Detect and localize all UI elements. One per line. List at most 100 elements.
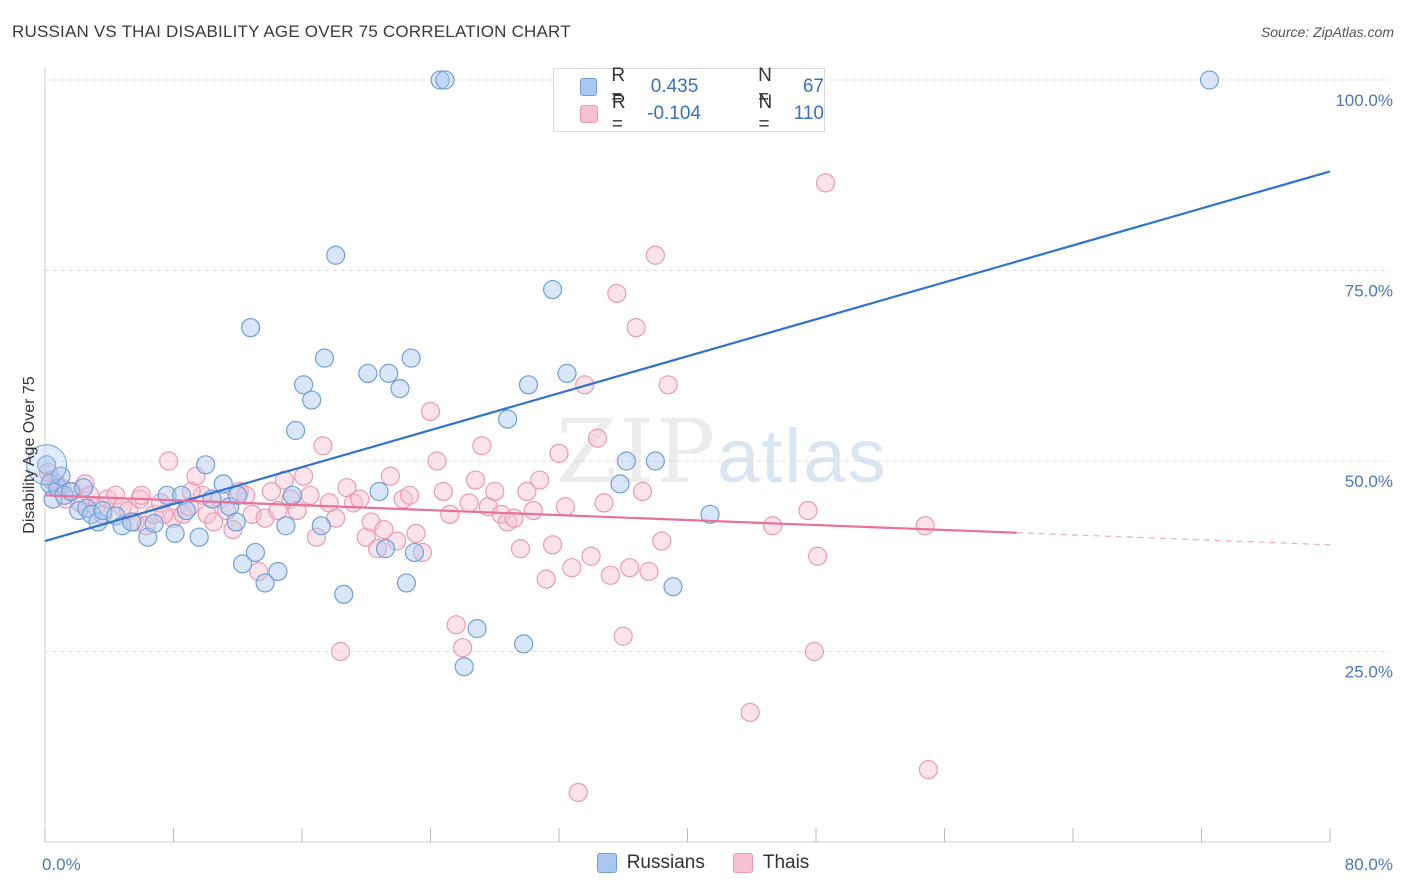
- data-point: [330, 641, 351, 662]
- data-point: [374, 519, 394, 540]
- data-point: [93, 500, 113, 521]
- data-point: [165, 523, 185, 543]
- data-point: [369, 481, 389, 502]
- data-point: [763, 516, 783, 536]
- trend-lines: [44, 170, 1331, 546]
- data-point: [420, 401, 441, 422]
- data-point: [358, 363, 378, 383]
- data-point: [454, 657, 474, 677]
- data-point: [387, 531, 407, 551]
- data-point: [594, 493, 614, 513]
- data-point: [159, 451, 179, 471]
- data-point: [350, 489, 370, 509]
- data-point: [557, 363, 577, 383]
- data-point: [616, 451, 637, 471]
- data-point: [390, 379, 410, 399]
- data-point: [73, 478, 94, 498]
- data-point: [700, 504, 720, 524]
- series-legend: Russians Thais: [0, 852, 1406, 874]
- data-point: [542, 279, 563, 300]
- data-point: [562, 558, 582, 578]
- axes: [44, 68, 1331, 843]
- data-point: [536, 569, 556, 589]
- thais-legend-swatch: [732, 853, 753, 873]
- data-point: [610, 474, 630, 494]
- data-point: [232, 554, 253, 574]
- data-point: [268, 500, 288, 521]
- data-point: [375, 539, 396, 559]
- y-tick-label: 25.0%: [1345, 663, 1393, 682]
- data-point: [294, 375, 314, 395]
- x-tick-label: 80.0%: [1345, 855, 1393, 874]
- data-point: [607, 283, 627, 303]
- data-point: [498, 409, 518, 429]
- data-point: [620, 558, 640, 578]
- data-point: [412, 542, 433, 563]
- legend-label-russians: Russians: [626, 852, 705, 873]
- data-point: [816, 173, 836, 193]
- data-point: [326, 245, 346, 265]
- data-point: [663, 577, 683, 597]
- legend-item-thais[interactable]: Thais: [732, 852, 809, 874]
- x-tick-label: 0.0%: [42, 855, 81, 874]
- data-point: [236, 485, 256, 505]
- data-point: [302, 390, 322, 410]
- data-point: [915, 516, 935, 536]
- data-point: [581, 546, 601, 566]
- data-point: [131, 485, 151, 505]
- data-point: [69, 500, 89, 521]
- data-point: [245, 542, 266, 563]
- data-point: [379, 363, 399, 383]
- correlation-legend: R = 0.435 N = 67 R = -0.104 N = 110: [553, 65, 825, 135]
- data-point: [645, 245, 665, 265]
- russians-trend-line: [44, 170, 1331, 543]
- legend-r-value: -0.104: [647, 103, 701, 124]
- y-tick-label: 75.0%: [1345, 282, 1393, 301]
- legend-item-russians[interactable]: Russians: [596, 852, 705, 874]
- data-point: [226, 512, 246, 532]
- data-point: [427, 451, 447, 471]
- data-point: [542, 535, 563, 555]
- data-point: [804, 641, 824, 662]
- data-point: [241, 318, 261, 338]
- data-point: [459, 493, 479, 513]
- legend-row-russians: R = 0.435 N = 67: [554, 65, 824, 108]
- data-point: [197, 504, 217, 524]
- chart-title: RUSSIAN VS THAI DISABILITY AGE OVER 75 C…: [12, 22, 571, 41]
- data-point: [255, 573, 275, 593]
- y-tick-label: 50.0%: [1345, 472, 1393, 491]
- data-point: [26, 444, 68, 486]
- data-point: [491, 504, 511, 524]
- russians-legend-swatch: [596, 853, 617, 873]
- data-point: [1199, 70, 1220, 90]
- data-point: [276, 516, 296, 536]
- data-point: [485, 481, 505, 502]
- legend-n-value: 110: [793, 103, 824, 124]
- data-point: [658, 375, 678, 395]
- data-point: [300, 485, 320, 505]
- data-point: [356, 527, 376, 547]
- data-point: [613, 626, 633, 646]
- data-point: [645, 451, 665, 471]
- legend-r-value: 0.435: [650, 76, 699, 97]
- data-point: [510, 539, 531, 559]
- data-point: [808, 546, 828, 566]
- data-point: [334, 584, 354, 604]
- data-point: [555, 497, 576, 517]
- data-point: [587, 428, 608, 448]
- data-point: [514, 634, 534, 654]
- thais-trend-line: [44, 494, 1017, 534]
- chart-source: Source: ZipAtlas.com: [1260, 24, 1394, 40]
- data-point: [401, 348, 421, 368]
- data-point: [81, 504, 102, 524]
- data-point: [568, 782, 588, 803]
- russians-swatch: [580, 78, 598, 96]
- y-axis-label: Disability Age Over 75: [21, 376, 38, 534]
- data-point: [549, 443, 569, 463]
- data-point: [189, 527, 209, 547]
- data-point: [632, 481, 653, 502]
- data-point: [430, 70, 450, 90]
- data-point: [433, 481, 453, 502]
- data-point: [306, 527, 327, 547]
- thais-swatch: [580, 105, 598, 123]
